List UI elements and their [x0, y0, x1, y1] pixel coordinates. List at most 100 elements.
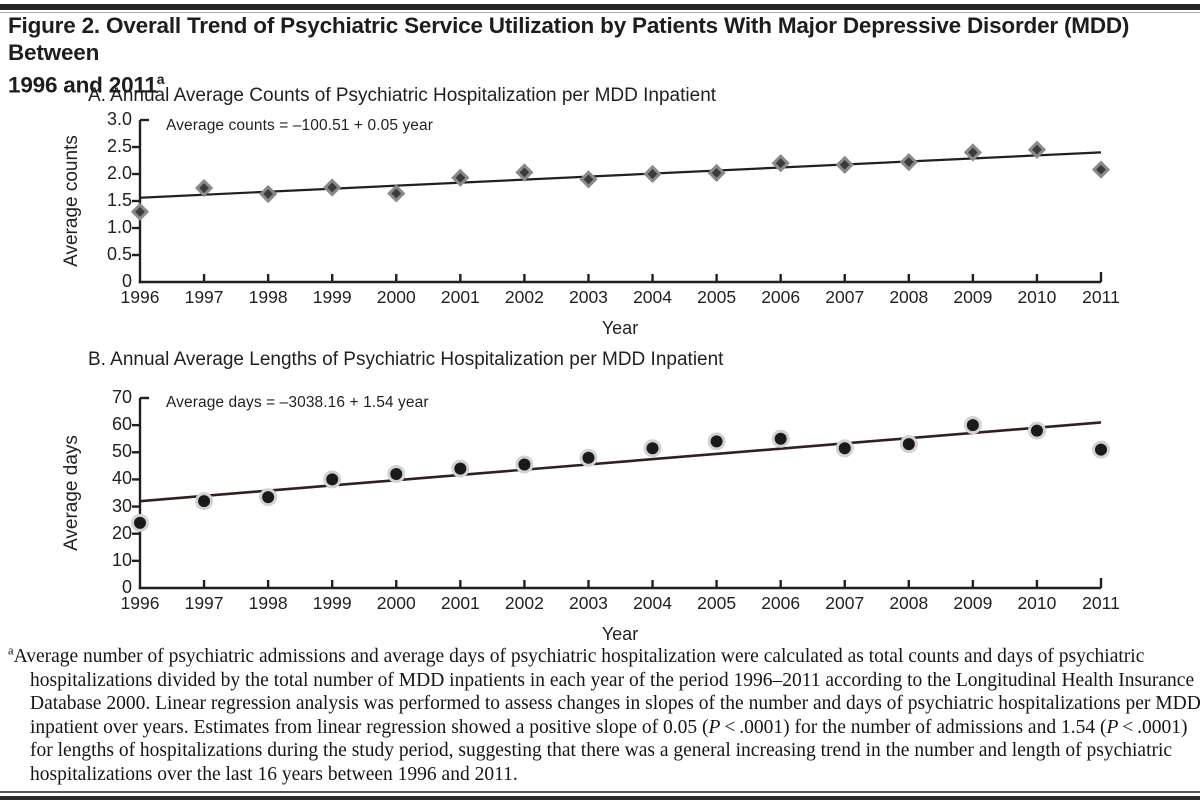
footnote-text: P — [708, 716, 721, 738]
x-tick-label: 2008 — [889, 593, 929, 613]
data-point-circle — [515, 455, 534, 474]
x-tick-label: 2006 — [761, 593, 801, 613]
x-tick-label: 2001 — [440, 593, 480, 613]
x-tick-label: 1997 — [184, 593, 224, 613]
figure-title: Figure 2. Overall Trend of Psychiatric S… — [8, 13, 1196, 99]
trend-line — [139, 421, 1102, 503]
data-point-diamond — [771, 154, 790, 173]
y-tick-label: 0 — [121, 271, 132, 291]
x-tick-label: 1999 — [312, 287, 352, 307]
axes — [132, 118, 1103, 284]
x-tick-label: 2010 — [1017, 287, 1057, 307]
axes — [132, 396, 1103, 590]
data-point-diamond — [194, 178, 214, 198]
data-point-circle — [451, 459, 470, 478]
x-tick-label: 1997 — [184, 287, 224, 307]
y-tick-label: 30 — [111, 495, 132, 516]
footnote-marker: a — [8, 643, 14, 658]
bottom-rule-thick — [0, 796, 1200, 800]
data-point-circle — [963, 416, 982, 435]
panel-b-x-axis-label: Year — [601, 624, 639, 644]
x-tick-label: 2006 — [761, 287, 801, 307]
footnote-text: Average number of psychiatric admissions… — [13, 646, 1200, 738]
x-tick-label: 2011 — [1082, 593, 1120, 613]
x-tick-label: 1996 — [120, 287, 160, 307]
bottom-rule-thin — [0, 791, 1200, 793]
data-point-diamond — [387, 184, 406, 203]
x-tick-label: 2004 — [633, 593, 672, 613]
x-tick-label: 2007 — [825, 287, 865, 307]
x-tick-label: 2002 — [504, 593, 544, 613]
data-point-circle — [131, 513, 149, 532]
footnote-text: < .0001) for the number of admissions an… — [720, 716, 1107, 738]
figure-title-footnote-marker: a — [156, 71, 165, 87]
x-tick-label: 2007 — [825, 593, 865, 613]
data-point-diamond — [451, 168, 470, 187]
figure-title-line2: 1996 and 2011 — [8, 72, 157, 98]
data-point-diamond — [963, 143, 982, 162]
data-point-diamond — [1091, 160, 1111, 179]
x-tick-label: 2008 — [889, 287, 929, 307]
data-point-diamond — [899, 152, 918, 172]
data-point-diamond — [1027, 140, 1047, 159]
circle-markers — [131, 416, 1110, 532]
data-point-diamond — [579, 170, 598, 189]
x-tick-label: 2000 — [376, 593, 416, 613]
data-point-diamond — [515, 163, 534, 182]
x-tick-label: 1999 — [312, 593, 352, 613]
data-point-diamond — [323, 178, 342, 197]
y-tick-label: 70 — [111, 387, 132, 407]
y-tick-label: 10 — [111, 549, 132, 570]
y-tick-label: 2.0 — [106, 163, 132, 183]
x-tick-label: 2005 — [697, 287, 737, 307]
y-tick-label: 20 — [111, 522, 132, 543]
y-tick-label: 2.5 — [106, 136, 132, 156]
data-point-circle — [259, 488, 278, 507]
data-point-circle — [899, 435, 918, 454]
y-tick-label: 3.0 — [106, 109, 132, 129]
y-tick-label: 60 — [111, 414, 132, 435]
y-tick-label: 0 — [121, 577, 132, 597]
footnote-text: < .0001) for lengths of hospitalizations… — [30, 716, 1188, 785]
x-tick-label: 1998 — [248, 593, 288, 613]
x-tick-label: 2000 — [376, 287, 416, 307]
x-tick-label: 2001 — [440, 287, 480, 307]
top-rule — [0, 4, 1200, 10]
figure-title-line1: Figure 2. Overall Trend of Psychiatric S… — [8, 13, 1130, 65]
x-tick-label: 2003 — [568, 593, 608, 613]
footnote: aAverage number of psychiatric admission… — [8, 643, 1200, 787]
x-tick-label: 2005 — [697, 593, 737, 613]
panel-a-equation: Average counts = –100.51 + 0.05 year — [166, 117, 434, 134]
panel-a-x-axis-label: Year — [601, 318, 639, 338]
data-point-circle — [771, 429, 790, 448]
x-tick-label: 2009 — [953, 287, 993, 307]
data-point-circle — [579, 448, 598, 467]
x-tick-label: 2009 — [953, 593, 993, 613]
data-point-circle — [1092, 440, 1110, 459]
top-rule-secondary — [0, 12, 1200, 13]
panel-b-equation: Average days = –3038.16 + 1.54 year — [166, 394, 429, 411]
panel-a-title: A. Annual Average Counts of Psychiatric … — [88, 85, 717, 106]
y-tick-label: 1.5 — [106, 190, 132, 210]
x-tick-label: 2010 — [1017, 593, 1057, 613]
panel-b-title: B. Annual Average Lengths of Psychiatric… — [88, 349, 724, 370]
data-point-diamond — [707, 163, 726, 183]
x-tick-label: 2003 — [568, 287, 608, 307]
data-point-diamond — [643, 164, 662, 184]
panel-b-plot — [131, 396, 1110, 590]
data-point-circle — [323, 470, 342, 489]
data-point-circle — [387, 465, 406, 483]
x-tick-label: 2002 — [504, 287, 544, 307]
footnote-text: P — [1106, 716, 1119, 738]
y-tick-label: 1.0 — [106, 217, 132, 237]
data-point-circle — [1027, 421, 1046, 440]
data-point-circle — [643, 439, 662, 458]
y-tick-label: 50 — [111, 441, 132, 462]
x-tick-label: 2004 — [633, 287, 672, 307]
x-tick-label: 2011 — [1082, 287, 1120, 307]
x-tick-label: 1996 — [120, 593, 160, 613]
diamond-markers — [130, 140, 1111, 221]
y-tick-label: 0.5 — [106, 244, 132, 264]
